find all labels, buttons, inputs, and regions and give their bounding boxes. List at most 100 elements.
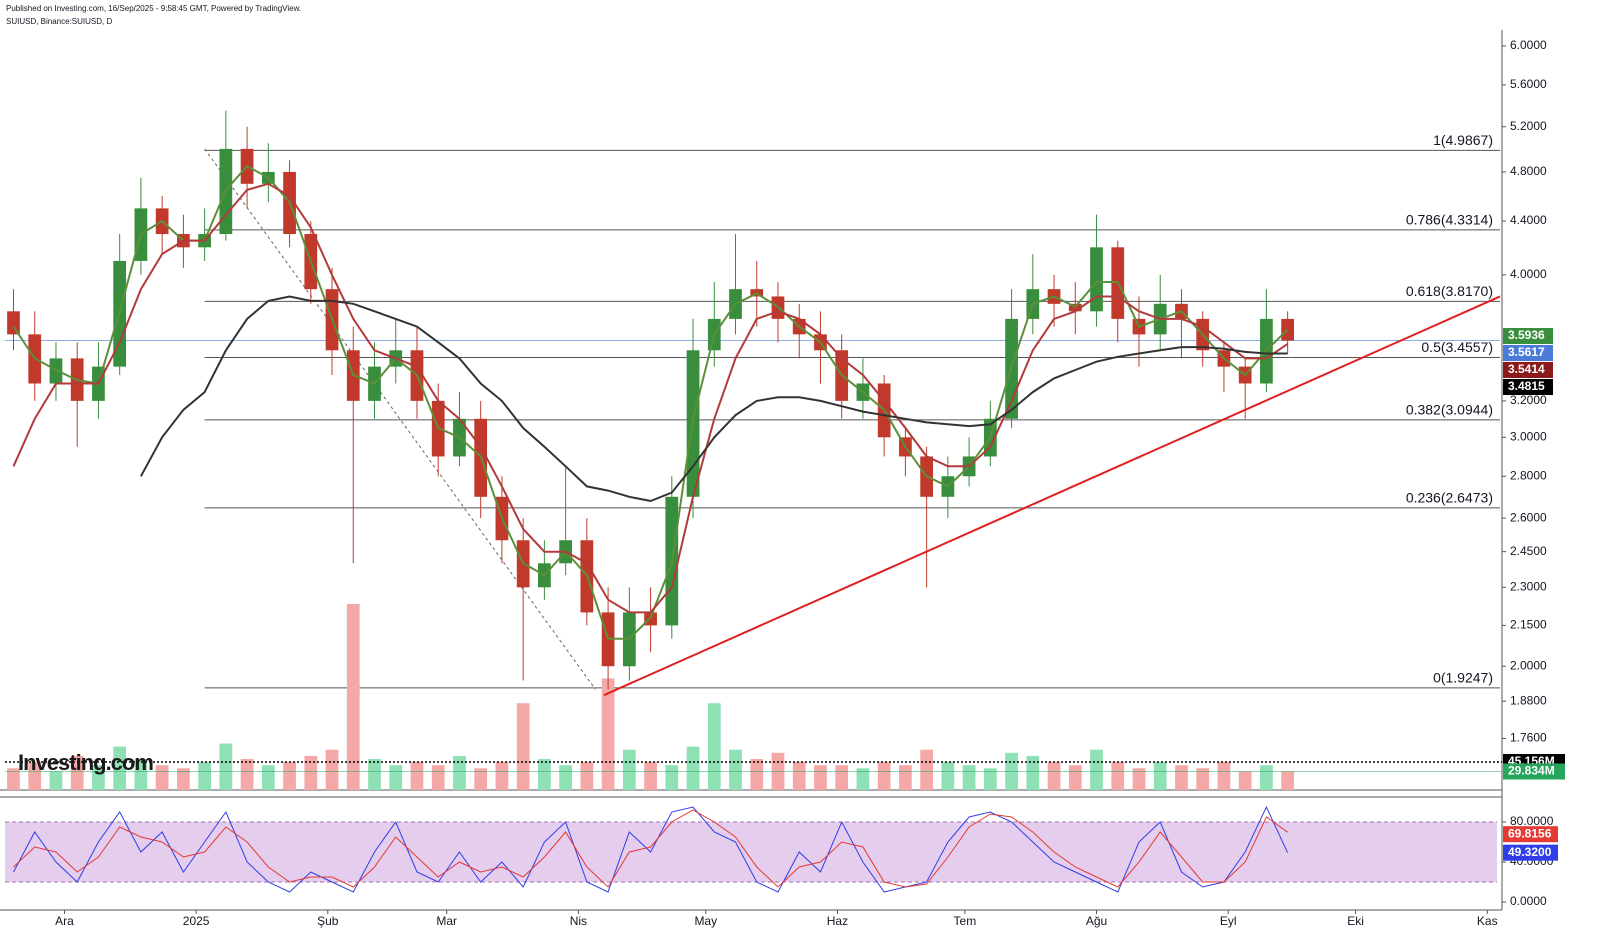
published-note: Published on Investing.com, 16/Sep/2025 …: [6, 4, 301, 13]
y-tick-label: 4.8000: [1510, 164, 1547, 178]
symbol: SUIUSD, Binance:SUIUSD, D: [6, 17, 112, 26]
volume-bar: [707, 703, 721, 790]
y-tick-label: 4.0000: [1510, 267, 1547, 281]
x-tick-label: Ara: [55, 914, 74, 928]
volume-bar: [686, 746, 700, 790]
moving-average: [12, 182, 1289, 614]
fib-label: 0.236(2.6473): [1406, 490, 1493, 506]
stoch-label-bg: [1503, 844, 1558, 861]
volume-bar: [1238, 771, 1252, 790]
volume-bar: [750, 759, 764, 790]
volume-bar: [474, 768, 488, 790]
y-tick-label: 2.4500: [1510, 544, 1547, 558]
y-tick-label: 3.0000: [1510, 429, 1547, 443]
volume-bar: [453, 755, 466, 790]
y-tick-label: 2.3000: [1510, 579, 1547, 593]
volume-bar: [134, 759, 148, 790]
stoch-label: 49.3200: [1508, 845, 1552, 859]
stoch-tick-label: 0.0000: [1510, 894, 1547, 908]
x-tick-label: Tem: [954, 914, 977, 928]
volume-bar: [410, 762, 424, 790]
stoch-tick-label: 80.0000: [1510, 814, 1554, 828]
y-tick-label: 6.0000: [1510, 38, 1547, 52]
price-label: 3.5617: [1508, 345, 1545, 359]
plot: 6.0000 5.6000 5.2000 4.8000 4.4000 4.0000 3.20…: [5, 38, 1565, 928]
x-tick-label: Haz: [827, 914, 848, 928]
volume-bar: [516, 703, 530, 790]
fib-label: 1(4.9867): [1433, 132, 1493, 148]
volume-bar: [856, 768, 870, 790]
volume-bar: [1111, 762, 1125, 790]
y-tick-label: 1.8800: [1510, 693, 1547, 707]
volume-bar: [1132, 768, 1146, 790]
x-tick-label: May: [694, 914, 717, 928]
volume-bar: [304, 755, 318, 790]
volume-bar: [1217, 762, 1231, 790]
volume-bar: [559, 765, 572, 790]
fib-label: 0.618(3.8170): [1406, 283, 1493, 299]
volume-bar: [325, 749, 339, 790]
volume-bar: [113, 746, 127, 790]
y-tick-label: 4.4000: [1510, 213, 1547, 227]
x-tick-label: Kas: [1477, 914, 1498, 928]
volume-bar: [346, 604, 360, 790]
volume-bar: [877, 762, 891, 790]
fib-label: 0.786(4.3314): [1406, 212, 1493, 228]
x-tick-label: Eki: [1347, 914, 1364, 928]
volume-bar: [601, 678, 615, 790]
moving-average: [12, 164, 1289, 640]
x-tick-label: Mar: [436, 914, 457, 928]
volume-bar: [1196, 768, 1210, 790]
volume-bar: [983, 768, 997, 790]
volume-bar: [240, 759, 254, 790]
y-tick-label: 2.6000: [1510, 510, 1547, 524]
volume-bar: [920, 749, 934, 790]
stoch-line: [13, 805, 1289, 893]
price-label-bg: [1503, 328, 1553, 344]
volume-bar: [792, 762, 806, 790]
y-tick-label: 2.1500: [1510, 618, 1547, 632]
y-tick-label: 5.2000: [1510, 119, 1547, 133]
volume-bar: [368, 759, 381, 790]
stoch-line: [13, 809, 1288, 888]
stoch-label-bg: [1503, 826, 1558, 843]
x-tick-label: Nis: [570, 914, 587, 928]
volume-bar: [1281, 771, 1295, 790]
stoch-label: 69.8156: [1508, 826, 1552, 840]
volume-bar: [962, 765, 976, 790]
x-tick-label: 2025: [183, 914, 210, 928]
volume-bar: [814, 765, 827, 790]
x-tick-label: Eyl: [1220, 914, 1237, 928]
moving-average: [140, 295, 1288, 503]
x-tick-label: Ağu: [1086, 914, 1107, 928]
price-label-bg: [1503, 362, 1553, 378]
volume-bar: [177, 768, 190, 790]
candle-body: [7, 311, 20, 335]
volume-bar: [49, 771, 63, 790]
volume-bar: [835, 765, 849, 790]
volume-bar: [1090, 749, 1103, 790]
volume-bar: [580, 762, 594, 790]
stoch-band: [5, 822, 1497, 882]
price-label-bg: [1503, 379, 1553, 395]
fib-label: 0.382(3.0944): [1406, 402, 1493, 418]
y-tick-label: 2.8000: [1510, 468, 1547, 482]
y-tick-label: 1.7600: [1510, 731, 1547, 745]
y-tick-label: 3.2000: [1510, 393, 1547, 407]
price-label-bg: [1503, 345, 1553, 361]
volume-bar: [155, 765, 169, 790]
volume-bar: [644, 762, 657, 790]
volume-bar: [7, 768, 20, 790]
volume-bar: [1153, 762, 1167, 790]
volume-bar: [1026, 755, 1040, 790]
volume-bar: [729, 749, 742, 790]
fib-label: 0.5(3.4557): [1421, 339, 1493, 355]
candle-body: [1090, 247, 1103, 312]
volume-bar: [389, 765, 403, 790]
y-tick-label: 5.6000: [1510, 77, 1547, 91]
volume-bar: [1175, 765, 1188, 790]
price-label: 3.5414: [1508, 362, 1545, 376]
volume-bar: [198, 762, 211, 790]
fib-label: 0(1.9247): [1433, 670, 1493, 686]
